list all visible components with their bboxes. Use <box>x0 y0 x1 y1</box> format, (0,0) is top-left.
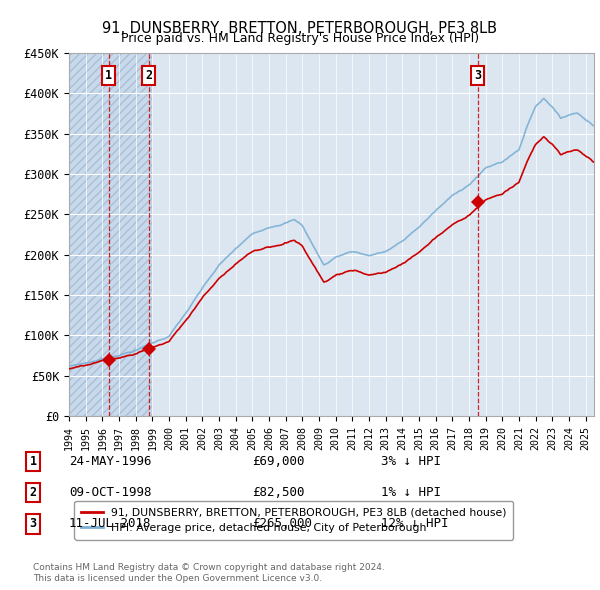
Text: 2: 2 <box>29 486 37 499</box>
Text: 12% ↓ HPI: 12% ↓ HPI <box>381 517 449 530</box>
Text: 09-OCT-1998: 09-OCT-1998 <box>69 486 151 499</box>
Text: 11-JUL-2018: 11-JUL-2018 <box>69 517 151 530</box>
Text: 3% ↓ HPI: 3% ↓ HPI <box>381 455 441 468</box>
Text: 2: 2 <box>145 70 152 83</box>
Text: Contains HM Land Registry data © Crown copyright and database right 2024.: Contains HM Land Registry data © Crown c… <box>33 563 385 572</box>
Bar <box>69 53 152 416</box>
Text: 3: 3 <box>474 70 481 83</box>
Text: 91, DUNSBERRY, BRETTON, PETERBOROUGH, PE3 8LB: 91, DUNSBERRY, BRETTON, PETERBOROUGH, PE… <box>103 21 497 35</box>
Legend: 91, DUNSBERRY, BRETTON, PETERBOROUGH, PE3 8LB (detached house), HPI: Average pri: 91, DUNSBERRY, BRETTON, PETERBOROUGH, PE… <box>74 501 513 540</box>
Text: £82,500: £82,500 <box>252 486 305 499</box>
Text: 1: 1 <box>105 70 112 83</box>
Text: £69,000: £69,000 <box>252 455 305 468</box>
Text: 24-MAY-1996: 24-MAY-1996 <box>69 455 151 468</box>
Text: 1: 1 <box>29 455 37 468</box>
Text: £265,000: £265,000 <box>252 517 312 530</box>
Text: This data is licensed under the Open Government Licence v3.0.: This data is licensed under the Open Gov… <box>33 574 322 583</box>
Text: Price paid vs. HM Land Registry's House Price Index (HPI): Price paid vs. HM Land Registry's House … <box>121 32 479 45</box>
Text: 3: 3 <box>29 517 37 530</box>
Text: 1% ↓ HPI: 1% ↓ HPI <box>381 486 441 499</box>
